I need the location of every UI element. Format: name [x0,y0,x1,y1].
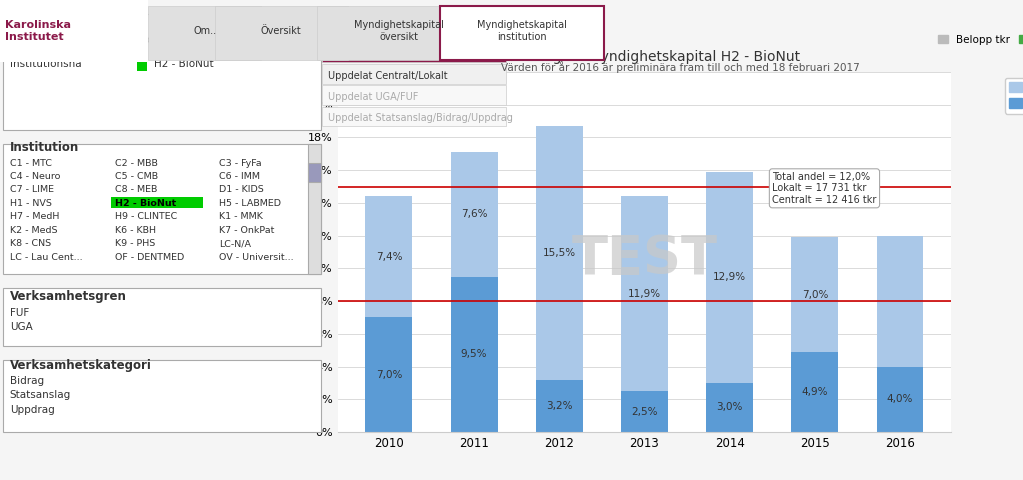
Bar [536,126,583,380]
FancyBboxPatch shape [215,6,348,60]
Bar [137,62,147,71]
Text: Värden: Värden [131,35,168,45]
Text: H2 - BioNut: H2 - BioNut [115,199,176,208]
Text: 11,9%: 11,9% [628,289,661,299]
Bar [365,317,412,432]
Bar [792,237,838,352]
Text: K2 - MedS: K2 - MedS [10,226,57,235]
Bar [706,172,753,383]
Bar [877,367,924,432]
Text: 7,0%: 7,0% [802,289,828,300]
Text: Uppdelat Centralt/Lokalt: Uppdelat Centralt/Lokalt [327,71,447,81]
Text: K7 - OnkPat: K7 - OnkPat [219,226,275,235]
Text: 4,9%: 4,9% [802,387,829,397]
Text: Uppdrag: Uppdrag [10,405,54,415]
Text: H7 - MedH: H7 - MedH [10,212,59,221]
Text: 9,5%: 9,5% [460,349,487,359]
Text: Värden för år 2016 är preliminära fram till och med 18 februari 2017: Värden för år 2016 är preliminära fram t… [501,61,859,73]
Text: Myndighetskapital
institution: Myndighetskapital institution [477,20,567,42]
Text: LC-N/A: LC-N/A [219,239,252,248]
FancyBboxPatch shape [440,6,604,60]
Text: Total andel = 12,0%
Lokalt = 17 731 tkr
Centralt = 12 416 tkr: Total andel = 12,0% Lokalt = 17 731 tkr … [772,172,877,205]
Legend: Belopp tkr, Procent: Belopp tkr, Procent [934,30,1023,49]
Bar [451,276,497,432]
Bar [621,196,668,391]
Bar [322,85,506,105]
Text: K1 - MMK: K1 - MMK [219,212,263,221]
Text: 3,2%: 3,2% [546,401,573,411]
Text: Aktuella Val: Aktuella Val [10,12,89,24]
Text: 7,4%: 7,4% [375,252,402,262]
Text: K9 - PHS: K9 - PHS [115,239,154,248]
Text: D1 - KIDS: D1 - KIDS [219,185,264,194]
Text: 15,5%: 15,5% [543,248,576,258]
Text: C8 - MEB: C8 - MEB [115,185,157,194]
FancyBboxPatch shape [308,144,321,274]
Text: H9 - CLINTEC: H9 - CLINTEC [115,212,177,221]
Bar [322,107,506,126]
Text: Översikt: Översikt [261,26,302,36]
Text: 4,0%: 4,0% [887,394,914,404]
Bar [451,152,497,276]
Text: Uppdelat Statsanslag/Bidrag/Uppdrag: Uppdelat Statsanslag/Bidrag/Uppdrag [327,113,513,123]
Text: Myndighetskapital
översikt: Myndighetskapital översikt [354,20,444,42]
Text: K6 - KBH: K6 - KBH [115,226,155,235]
FancyBboxPatch shape [3,14,321,130]
Text: C5 - CMB: C5 - CMB [115,172,158,181]
Text: C6 - IMM: C6 - IMM [219,172,260,181]
Text: 3,0%: 3,0% [716,402,743,412]
Text: K8 - CNS: K8 - CNS [10,239,51,248]
Text: OV - Universit...: OV - Universit... [219,252,294,262]
Text: H2 - BioNut: H2 - BioNut [153,59,214,69]
Text: OF - DENTMED: OF - DENTMED [115,252,184,262]
FancyBboxPatch shape [148,6,261,60]
Text: Bidrag: Bidrag [10,376,44,386]
Bar [322,43,506,62]
Bar [792,352,838,432]
Text: 7,6%: 7,6% [460,209,487,219]
FancyBboxPatch shape [3,288,321,346]
Text: H5 - LABMED: H5 - LABMED [219,199,281,208]
Text: Institutionsna: Institutionsna [10,59,82,69]
Text: C2 - MBB: C2 - MBB [115,158,158,168]
Text: Verksamhetskategori: Verksamhetskategori [10,359,151,372]
FancyBboxPatch shape [317,6,481,60]
Title: Utveckling av myndighetskapital H2 - BioNut: Utveckling av myndighetskapital H2 - Bio… [488,50,801,64]
Text: C7 - LIME: C7 - LIME [10,185,54,194]
Text: C1 - MTC: C1 - MTC [10,158,52,168]
Text: 2,5%: 2,5% [631,407,658,417]
Bar [322,64,506,84]
Text: Statsanslag: Statsanslag [10,390,71,400]
Text: UGA: UGA [10,322,33,332]
Text: Verksamhetsgren: Verksamhetsgren [10,290,127,303]
Text: C3 - FyFa: C3 - FyFa [219,158,262,168]
Bar [706,383,753,432]
Bar [0,0,148,62]
Text: TEST: TEST [572,233,717,285]
FancyBboxPatch shape [308,163,321,182]
Text: Om..: Om.. [193,26,216,36]
Text: Myndighetskapital: Myndighetskapital [327,50,431,60]
FancyBboxPatch shape [3,144,321,274]
Text: Karolinska
Institutet: Karolinska Institutet [5,20,72,42]
Text: Fält: Fält [10,35,29,45]
Bar [112,197,203,208]
Bar [365,196,412,317]
Bar [877,236,924,367]
Bar [621,391,668,432]
FancyBboxPatch shape [3,360,321,432]
Text: LC - Lau Cent...: LC - Lau Cent... [10,252,83,262]
Text: FUF: FUF [10,308,29,318]
Text: 7,0%: 7,0% [375,370,402,380]
Text: H1 - NVS: H1 - NVS [10,199,52,208]
Bar [536,380,583,432]
Text: 12,9%: 12,9% [713,272,746,282]
Text: C4 - Neuro: C4 - Neuro [10,172,60,181]
Text: Uppdelat UGA/FUF: Uppdelat UGA/FUF [327,92,418,102]
Text: Institution: Institution [10,141,79,154]
